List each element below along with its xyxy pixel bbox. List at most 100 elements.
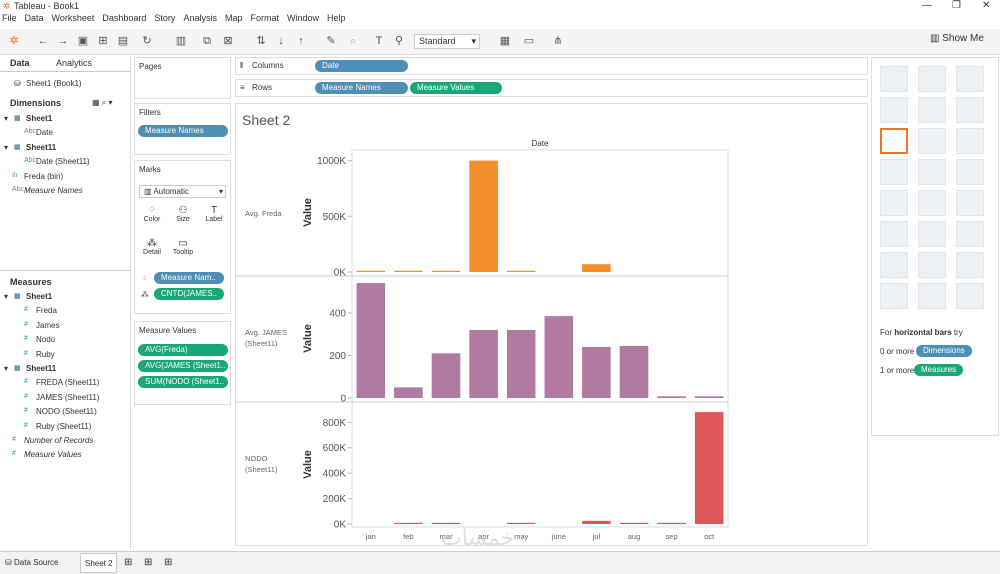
rows-pill[interactable]: Measure Values <box>410 82 502 94</box>
group-icon[interactable]: ⌕ <box>349 35 357 47</box>
clear-sheet-icon[interactable]: ⊠ <box>223 35 233 47</box>
data-source-tab[interactable]: Data Source <box>14 558 59 567</box>
maximize-icon[interactable]: ❐ <box>952 0 961 11</box>
chart-type-thumbnail[interactable] <box>956 252 984 278</box>
size-button[interactable]: ⚇ Size <box>170 205 196 232</box>
measure-field[interactable]: Ruby (Sheet11) <box>36 421 92 431</box>
sheet-tab[interactable]: Sheet 2 <box>80 553 117 573</box>
dimension-field[interactable]: Date (Sheet11) <box>36 157 90 167</box>
chart-type-thumbnail[interactable] <box>956 221 984 247</box>
swap-icon[interactable]: ⇅ <box>256 35 266 47</box>
menu-data[interactable]: Data <box>24 13 44 23</box>
dimension-field[interactable]: Sheet1 <box>26 114 53 123</box>
detail-button[interactable]: ⁂ Detail <box>139 238 165 265</box>
dimension-field[interactable]: Date <box>36 128 53 138</box>
highlight-icon[interactable]: ✎ <box>326 35 336 47</box>
close-icon[interactable]: ✕ <box>982 0 991 11</box>
chart-type-thumbnail[interactable] <box>956 97 984 123</box>
measure-field[interactable]: Measure Values <box>24 450 82 460</box>
measure-field[interactable]: Sheet11 <box>26 364 57 373</box>
measure-field[interactable]: FREDA (Sheet11) <box>36 378 100 388</box>
tab-data[interactable]: Data <box>10 58 30 68</box>
menu-worksheet[interactable]: Worksheet <box>51 13 95 23</box>
new-worksheet-icon[interactable]: ⊞ <box>124 557 133 568</box>
measure-field[interactable]: NODO (Sheet11) <box>36 407 97 417</box>
dimension-field[interactable]: Measure Names <box>24 186 83 195</box>
show-me-button[interactable]: ▥ Show Me <box>930 33 990 51</box>
dimension-field[interactable]: Freda (bin) <box>24 171 64 181</box>
chart-type-thumbnail[interactable] <box>880 190 908 216</box>
new-story-icon[interactable]: ⊞ <box>164 557 173 568</box>
measure-field[interactable]: Number of Records <box>24 436 94 445</box>
menu-dashboard[interactable]: Dashboard <box>102 13 147 23</box>
measure-value-pill[interactable]: AVG(Freda) <box>138 344 228 356</box>
chart-type-thumbnail[interactable] <box>918 252 946 278</box>
chart-type-thumbnail[interactable] <box>880 66 908 92</box>
menu-file[interactable]: File <box>2 13 17 23</box>
chevron-down-icon[interactable]: ▾ <box>4 292 9 301</box>
menu-window[interactable]: Window <box>286 13 319 23</box>
chart-type-thumbnail[interactable] <box>880 128 908 154</box>
chart-type-thumbnail[interactable] <box>880 159 908 185</box>
columns-pill[interactable]: Date <box>315 60 408 72</box>
show-cards-icon[interactable]: ▦ <box>499 35 511 47</box>
dimension-field[interactable]: Sheet11 <box>26 142 57 152</box>
presentation-icon[interactable]: ▭ <box>523 35 535 47</box>
chart-type-thumbnail[interactable] <box>918 190 946 216</box>
minimize-icon[interactable]: — <box>922 0 932 11</box>
redo-icon[interactable]: → <box>57 35 69 47</box>
measure-field[interactable]: James <box>36 320 60 330</box>
datasource-name[interactable]: Sheet1 (Book1) <box>26 79 82 88</box>
chevron-down-icon[interactable]: ▾ <box>4 364 9 373</box>
chart-type-thumbnail[interactable] <box>880 97 908 123</box>
chart-type-thumbnail[interactable] <box>956 190 984 216</box>
measure-value-pill[interactable]: SUM(NODO (Sheet1.. <box>138 376 228 388</box>
marks-color-pill[interactable]: Measure Nam.. <box>154 272 224 284</box>
menu-format[interactable]: Format <box>250 13 279 23</box>
color-button[interactable]: ⁘ Color <box>139 205 165 232</box>
refresh-icon[interactable]: ↻ <box>142 35 152 47</box>
chart-type-thumbnail[interactable] <box>956 128 984 154</box>
chart-type-thumbnail[interactable] <box>880 283 908 309</box>
duplicate-icon[interactable]: ⧉ <box>203 35 211 47</box>
measure-field[interactable]: Ruby <box>36 349 55 359</box>
chart-type-thumbnail[interactable] <box>918 283 946 309</box>
chart-type-thumbnail[interactable] <box>956 283 984 309</box>
mark-type-select[interactable]: ▥ Automatic ▾ <box>139 185 226 198</box>
tooltip-button[interactable]: ▭ Tooltip <box>170 238 196 265</box>
marks-detail-pill[interactable]: CNTD(JAMES.. <box>154 288 224 300</box>
new-dashboard-icon[interactable]: ⊞ <box>144 557 153 568</box>
chart-type-thumbnail[interactable] <box>956 159 984 185</box>
label-icon[interactable]: T <box>375 35 383 47</box>
menu-story[interactable]: Story <box>154 13 176 23</box>
menu-map[interactable]: Map <box>224 13 243 23</box>
pin-icon[interactable]: ⚲ <box>394 35 404 47</box>
measure-value-pill[interactable]: AVG(JAMES (Sheet1.. <box>138 360 228 372</box>
filter-pill[interactable]: Measure Names <box>138 125 228 137</box>
sort-asc-icon[interactable]: ↓ <box>278 35 284 47</box>
chart-type-thumbnail[interactable] <box>918 97 946 123</box>
measure-field[interactable]: Nodo <box>36 335 56 345</box>
measure-field[interactable]: Sheet1 <box>26 292 53 301</box>
chart-type-thumbnail[interactable] <box>918 159 946 185</box>
undo-icon[interactable]: ← <box>37 35 49 47</box>
new-worksheet-icon[interactable]: ▥ <box>175 35 187 47</box>
chart-type-thumbnail[interactable] <box>918 221 946 247</box>
menu-help[interactable]: Help <box>327 13 346 23</box>
sort-desc-icon[interactable]: ↑ <box>298 35 304 47</box>
chart-type-thumbnail[interactable] <box>918 66 946 92</box>
view-icon[interactable]: ▦ ⌕ ▾ <box>92 98 113 107</box>
chart-type-thumbnail[interactable] <box>918 128 946 154</box>
chart-type-thumbnail[interactable] <box>880 252 908 278</box>
fit-select[interactable]: Standard ▾ <box>414 34 480 49</box>
share-icon[interactable]: ⋔ <box>553 35 563 47</box>
tableau-home-icon[interactable]: ✲ <box>9 35 19 47</box>
measure-field[interactable]: Freda <box>36 306 57 316</box>
label-button[interactable]: T Label <box>201 205 227 232</box>
chart-type-thumbnail[interactable] <box>956 66 984 92</box>
new-datasource-icon[interactable]: ⊞ <box>98 35 108 47</box>
chevron-down-icon[interactable]: ▾ <box>4 114 9 123</box>
chart-type-thumbnail[interactable] <box>880 221 908 247</box>
tab-analytics[interactable]: Analytics <box>56 58 93 68</box>
rows-pill[interactable]: Measure Names <box>315 82 408 94</box>
